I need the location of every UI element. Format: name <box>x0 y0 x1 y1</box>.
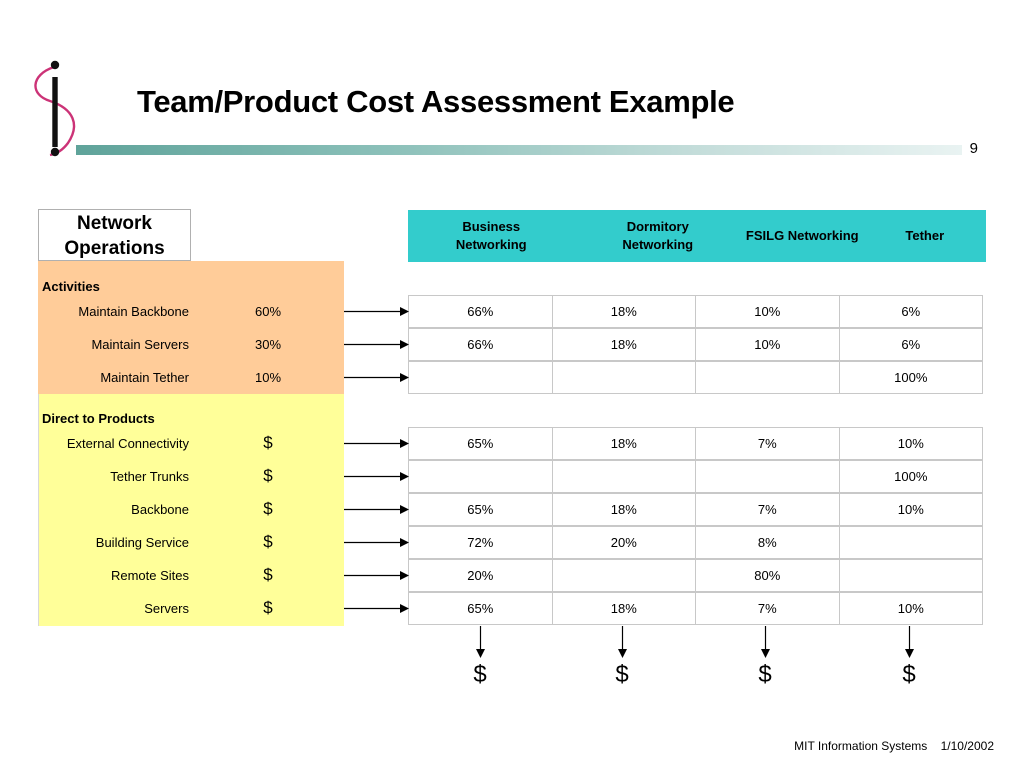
product-total: $ <box>902 661 916 688</box>
mit-is-logo <box>34 60 76 157</box>
direct-label: Servers <box>144 601 189 616</box>
title-underline-bar <box>76 145 962 155</box>
allocation-cell: 72% <box>408 526 553 559</box>
allocation-cell: 10% <box>695 328 840 361</box>
allocation-cell: 66% <box>408 328 553 361</box>
allocation-row: 20% 80% <box>408 559 986 592</box>
right-arrow-icon <box>344 307 409 316</box>
allocation-row: 72% 20% 8% <box>408 526 986 559</box>
activity-value: 60% <box>254 304 282 319</box>
right-arrow-icon <box>344 472 409 481</box>
allocation-cell <box>838 526 983 559</box>
allocation-cell: 10% <box>838 493 983 526</box>
allocation-cell <box>695 361 840 394</box>
direct-label: Backbone <box>131 502 189 517</box>
product-header-business: Business Networking <box>455 219 527 252</box>
allocation-row: 66% 18% 10% 6% <box>408 295 986 328</box>
activity-value: 10% <box>254 370 282 385</box>
activity-value: 30% <box>254 337 282 352</box>
product-total: $ <box>758 661 772 688</box>
product-total: $ <box>473 661 487 688</box>
product-header-fsilg: FSILG Networking <box>745 228 859 243</box>
page-number: 9 <box>969 140 978 157</box>
product-header-dormitory: Dormitory Networking <box>622 219 694 252</box>
allocation-cell: 65% <box>408 493 553 526</box>
down-arrow-icon <box>618 626 627 658</box>
direct-value: $ <box>263 433 273 452</box>
right-arrow-icon <box>344 604 409 613</box>
allocation-cell <box>408 361 553 394</box>
allocation-cell: 18% <box>551 493 696 526</box>
activity-label: Maintain Tether <box>100 370 189 385</box>
product-header-tether: Tether <box>905 228 945 243</box>
allocation-cell: 6% <box>838 295 983 328</box>
allocation-cell <box>551 361 696 394</box>
allocation-cell: 7% <box>695 592 840 625</box>
activity-label: Maintain Backbone <box>78 304 189 319</box>
allocation-cell: 100% <box>838 460 983 493</box>
down-arrow-icon <box>905 626 914 658</box>
allocation-row: 66% 18% 10% 6% <box>408 328 986 361</box>
right-arrow-icon <box>344 439 409 448</box>
direct-value: $ <box>263 532 273 551</box>
allocation-cell: 6% <box>838 328 983 361</box>
allocation-cell <box>408 460 553 493</box>
direct-value: $ <box>263 565 273 584</box>
down-arrow-icon <box>476 626 485 658</box>
allocation-cell <box>695 460 840 493</box>
allocation-cell: 18% <box>551 328 696 361</box>
activities-section-label: Activities <box>42 279 100 294</box>
allocation-cell: 20% <box>551 526 696 559</box>
allocation-row: 100% <box>408 361 986 394</box>
allocation-row: 65% 18% 7% 10% <box>408 493 986 526</box>
allocation-cell: 10% <box>838 427 983 460</box>
right-arrow-icon <box>344 340 409 349</box>
product-header-row: Business Networking Dormitory Networking… <box>408 210 986 262</box>
direct-value: $ <box>263 598 273 617</box>
allocation-cell: 66% <box>408 295 553 328</box>
direct-value: $ <box>263 466 273 485</box>
right-arrow-icon <box>344 571 409 580</box>
allocation-cell: 7% <box>695 427 840 460</box>
allocation-cell: 20% <box>408 559 553 592</box>
allocation-cell <box>551 460 696 493</box>
header-line-2: Operations <box>64 238 165 259</box>
allocation-cell: 10% <box>695 295 840 328</box>
allocation-cell: 100% <box>838 361 983 394</box>
allocation-row: 65% 18% 7% 10% <box>408 592 986 625</box>
allocation-cell: 65% <box>408 427 553 460</box>
allocation-cell: 18% <box>551 295 696 328</box>
network-operations-header: Network Operations <box>38 209 191 261</box>
direct-value: $ <box>263 499 273 518</box>
down-arrow-icon <box>761 626 770 658</box>
direct-label: Building Service <box>95 535 189 550</box>
allocation-cell <box>551 559 696 592</box>
allocation-cell: 10% <box>838 592 983 625</box>
activities-block <box>38 261 344 394</box>
product-total: $ <box>615 661 629 688</box>
footer: MIT Information Systems 1/10/2002 <box>784 739 994 753</box>
allocation-cell: 8% <box>695 526 840 559</box>
footer-org: MIT Information Systems <box>794 739 928 753</box>
allocation-row: 100% <box>408 460 986 493</box>
allocation-row: 65% 18% 7% 10% <box>408 427 986 460</box>
direct-section-label: Direct to Products <box>42 411 155 426</box>
direct-label: Tether Trunks <box>110 469 189 484</box>
direct-block <box>38 394 344 626</box>
header-line-1: Network <box>77 213 152 234</box>
footer-date: 1/10/2002 <box>940 739 994 753</box>
allocation-cell <box>838 559 983 592</box>
right-arrow-icon <box>344 505 409 514</box>
allocation-cell: 80% <box>695 559 840 592</box>
right-arrow-icon <box>344 538 409 547</box>
page-title: Team/Product Cost Assessment Example <box>137 84 735 119</box>
allocation-cell: 65% <box>408 592 553 625</box>
direct-label: External Connectivity <box>66 436 189 451</box>
allocation-cell: 18% <box>551 592 696 625</box>
right-arrow-icon <box>344 373 409 382</box>
direct-label: Remote Sites <box>110 568 189 583</box>
allocation-cell: 18% <box>551 427 696 460</box>
allocation-cell: 7% <box>695 493 840 526</box>
activity-label: Maintain Servers <box>91 337 189 352</box>
